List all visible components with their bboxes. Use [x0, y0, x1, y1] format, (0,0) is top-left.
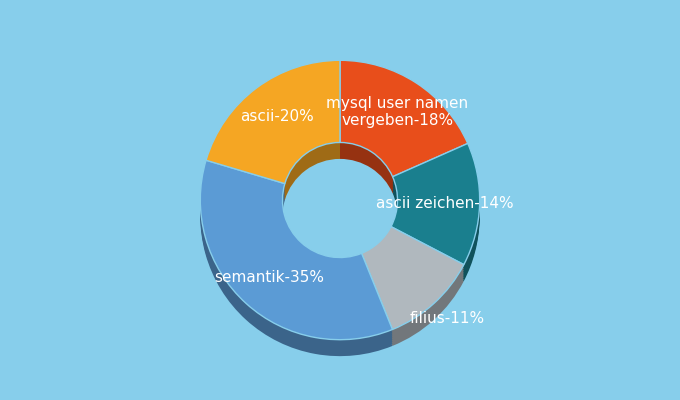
Wedge shape	[340, 64, 468, 180]
Text: filius-11%: filius-11%	[409, 310, 485, 326]
Wedge shape	[391, 152, 479, 272]
Wedge shape	[362, 239, 464, 342]
Wedge shape	[391, 149, 479, 270]
Wedge shape	[391, 147, 479, 268]
Wedge shape	[362, 232, 464, 335]
Wedge shape	[340, 70, 468, 187]
Wedge shape	[201, 164, 392, 344]
Wedge shape	[206, 60, 340, 184]
Wedge shape	[206, 62, 340, 185]
Wedge shape	[201, 160, 392, 340]
Wedge shape	[206, 66, 340, 190]
Wedge shape	[206, 77, 340, 200]
Wedge shape	[340, 68, 468, 185]
Wedge shape	[201, 172, 392, 352]
Wedge shape	[391, 156, 479, 277]
Wedge shape	[206, 64, 340, 187]
Wedge shape	[340, 66, 468, 182]
Wedge shape	[201, 174, 392, 354]
Wedge shape	[340, 72, 468, 189]
Wedge shape	[201, 177, 392, 356]
Wedge shape	[206, 68, 340, 192]
Wedge shape	[201, 166, 392, 346]
Wedge shape	[362, 234, 464, 338]
Text: mysql user namen
vergeben-18%: mysql user namen vergeben-18%	[326, 96, 469, 128]
Wedge shape	[340, 77, 468, 193]
Wedge shape	[201, 162, 392, 341]
Text: ascii-20%: ascii-20%	[241, 108, 314, 124]
Wedge shape	[391, 158, 479, 279]
Wedge shape	[340, 60, 468, 177]
Wedge shape	[391, 160, 479, 281]
Wedge shape	[391, 145, 479, 266]
Wedge shape	[206, 70, 340, 194]
Wedge shape	[362, 227, 464, 330]
Text: ascii zeichen-14%: ascii zeichen-14%	[376, 196, 513, 211]
Text: semantik-35%: semantik-35%	[215, 270, 324, 285]
Wedge shape	[201, 170, 392, 350]
Wedge shape	[391, 144, 479, 265]
Wedge shape	[362, 228, 464, 331]
Wedge shape	[206, 75, 340, 198]
Wedge shape	[362, 241, 464, 344]
Wedge shape	[201, 168, 392, 348]
Wedge shape	[362, 237, 464, 340]
Wedge shape	[340, 75, 468, 191]
Wedge shape	[340, 62, 468, 178]
Wedge shape	[206, 72, 340, 196]
Wedge shape	[362, 230, 464, 333]
Wedge shape	[362, 243, 464, 346]
Wedge shape	[391, 154, 479, 275]
